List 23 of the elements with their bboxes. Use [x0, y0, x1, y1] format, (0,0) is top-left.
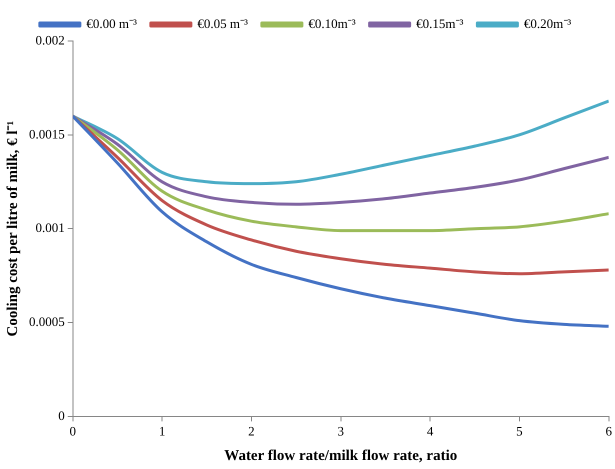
- x-tick-label: 1: [158, 424, 166, 439]
- x-tick-label: 3: [338, 424, 344, 439]
- x-tick-label: 2: [248, 424, 255, 439]
- y-tick-label: 0.0015: [29, 126, 65, 142]
- y-tick-label: 0.002: [36, 32, 65, 48]
- x-tick-label: 5: [516, 424, 523, 439]
- x-axis-title: Water flow rate/milk flow rate, ratio: [224, 448, 458, 464]
- y-tick-label: 0: [58, 408, 65, 423]
- legend-label: €0.10m⁻³: [308, 16, 356, 31]
- legend-label: €0.05 m⁻³: [197, 16, 248, 31]
- legend-label: €0.20m⁻³: [524, 16, 572, 31]
- line-series: [72, 114, 609, 328]
- x-tick-label: 0: [70, 424, 76, 439]
- line-series: [72, 114, 609, 206]
- legend-label: €0.00 m⁻³: [86, 16, 137, 31]
- y-tick-label: 0.001: [36, 220, 65, 236]
- x-tick-label: 6: [606, 424, 612, 439]
- y-tick-label: 0.0005: [29, 314, 65, 329]
- line-series: [72, 114, 609, 232]
- x-tick-label: 4: [426, 424, 434, 439]
- legend-label: €0.15m⁻³: [416, 16, 464, 31]
- line-series: [72, 100, 609, 186]
- y-axis-title: Cooling cost per litre of milk, € l⁻¹: [4, 120, 21, 336]
